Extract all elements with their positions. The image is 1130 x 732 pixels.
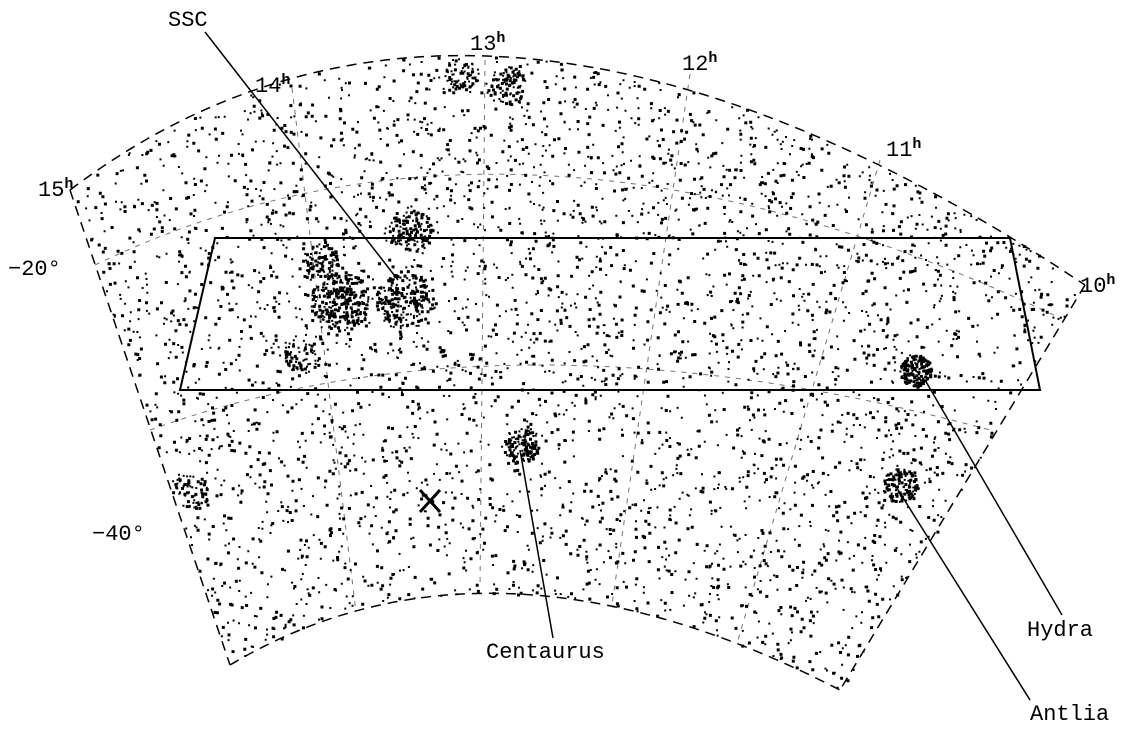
- dec-label: −20°: [8, 257, 61, 282]
- ra-label: 15h: [38, 176, 73, 203]
- coordinate-grid: [94, 59, 1061, 641]
- dec-label: −40°: [92, 522, 145, 547]
- survey-strip: [178, 237, 1042, 391]
- annotation: SSC: [168, 8, 208, 33]
- boundary-right: [839, 284, 1086, 691]
- survey-boundary: [69, 54, 1086, 691]
- ra-label: 13h: [470, 30, 505, 57]
- pointer: [519, 449, 554, 639]
- annotation: Hydra: [1027, 618, 1093, 643]
- pointer: [894, 484, 1031, 701]
- boundary-top: [69, 54, 1086, 286]
- meridian: [737, 159, 881, 641]
- pointer: [924, 379, 1063, 616]
- annotation: Antlia: [1030, 702, 1109, 727]
- parallel: [94, 173, 1061, 319]
- galaxy-dots: [76, 56, 1076, 689]
- meridian: [291, 87, 357, 613]
- pointer-lines: [204, 31, 1063, 701]
- galaxy-distribution: [76, 56, 1076, 689]
- ra-label: 12h: [682, 50, 717, 77]
- meridian: [611, 73, 691, 605]
- ra-label: 11h: [886, 136, 921, 163]
- boundary-left: [69, 189, 231, 666]
- ra-label: 10h: [1080, 272, 1115, 299]
- pointer: [204, 31, 399, 281]
- parallel: [149, 364, 991, 431]
- meridian: [479, 59, 486, 589]
- ra-label: 14h: [255, 72, 290, 99]
- x-marker: [418, 488, 442, 514]
- annotation: Centaurus: [486, 640, 605, 665]
- boundary-bottom: [229, 592, 841, 691]
